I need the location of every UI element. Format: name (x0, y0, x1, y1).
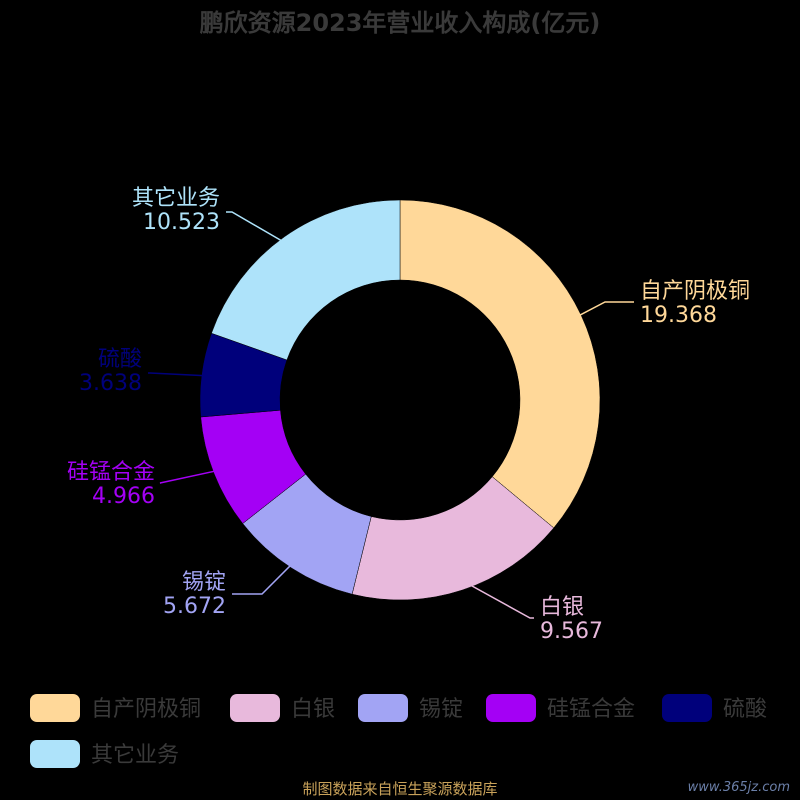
legend-swatch-3 (358, 694, 408, 722)
legend-swatch-4 (486, 694, 536, 722)
slice-5-leader-line (148, 372, 214, 377)
slice-4-label: 硅锰合金 (67, 460, 155, 485)
legend-label-4: 硅锰合金 (547, 697, 635, 722)
legend-label-3: 锡锭 (419, 697, 463, 722)
watermark: www.365jz.com (688, 780, 790, 795)
legend-label-6: 其它业务 (91, 743, 179, 768)
legend-swatch-6 (30, 740, 80, 768)
slice-3-value-label: 5.672 (163, 594, 226, 619)
slice-4-value-label: 4.966 (92, 484, 155, 509)
slice-6-arc (211, 199, 401, 361)
legend-label-1: 自产阴极铜 (91, 697, 201, 722)
slice-5-label: 硫酸 (98, 347, 142, 372)
legend-label-2: 白银 (291, 697, 335, 722)
slice-3-leader-line (232, 557, 299, 595)
slice-6-label: 其它业务 (132, 186, 220, 211)
slice-2-leader-line (458, 577, 534, 619)
slice-3-label: 锡锭 (182, 570, 226, 595)
slice-2-value-label: 9.567 (540, 619, 603, 644)
legend-swatch-5 (662, 694, 712, 722)
source-note: 制图数据来自恒生聚源数据库 (302, 780, 497, 798)
slice-6-value-label: 10.523 (143, 210, 220, 235)
legend-label-5: 硫酸 (723, 697, 767, 722)
slice-2-label: 白银 (540, 595, 584, 620)
slice-6-leader-line (226, 211, 292, 248)
legend-swatch-2 (230, 694, 280, 722)
slice-5-value-label: 3.638 (79, 371, 142, 396)
slice-1-value-label: 19.368 (640, 303, 717, 328)
slice-1-label: 自产阴极铜 (640, 279, 750, 304)
legend-swatch-1 (30, 694, 80, 722)
slice-4-leader-line (159, 468, 226, 484)
chart-title: 鹏欣资源2023年营业收入构成(亿元) (200, 9, 601, 37)
slice-1-leader-line (569, 301, 634, 321)
slice-1-arc (399, 199, 601, 529)
slices-group (199, 199, 601, 601)
